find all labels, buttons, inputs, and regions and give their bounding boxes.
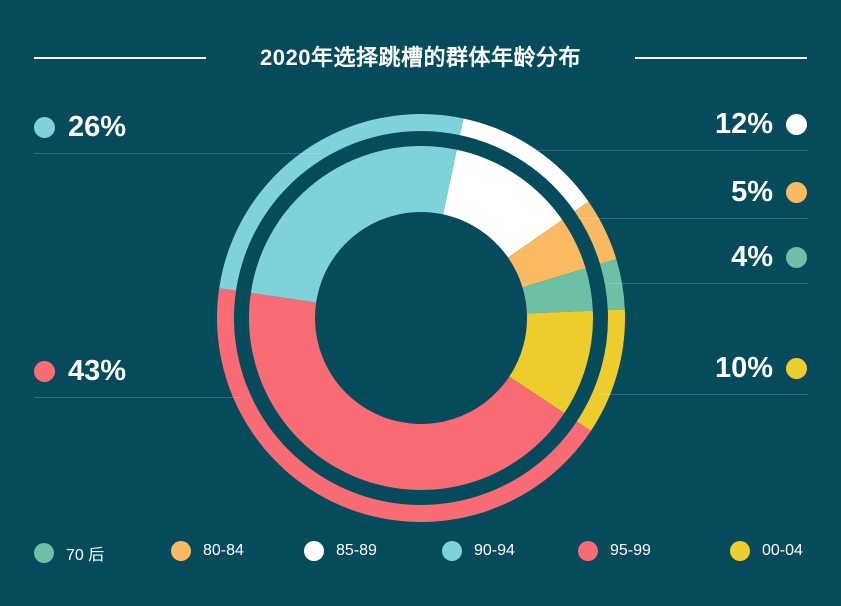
legend-item-70hou: 70 后 [34,541,104,565]
outer-ring-slice-85-89 [459,118,589,212]
callout-95-99: 43% [34,353,126,389]
legend-label-85-89: 85-89 [336,542,377,559]
legend-label-90-94: 90-94 [474,542,515,559]
legend: 70 后 80-84 85-89 90-94 95-99 00-04 [0,538,841,568]
outer-ring-slice-80-84 [574,201,617,264]
callout-value-00-04: 10% [714,352,773,384]
callout-dot-80-84 [786,181,807,203]
outer-ring-slice-70hou [600,259,625,311]
callout-dot-70hou [786,246,807,268]
legend-item-90-94: 90-94 [442,541,515,561]
callout-dot-00-04 [786,357,807,379]
callout-dot-90-94 [34,116,55,138]
legend-label-80-84: 80-84 [203,542,244,559]
inner-ring-slice-90-94 [250,146,457,303]
inner-ring-slice-95-99 [248,292,565,491]
legend-item-00-04: 00-04 [730,541,803,561]
callout-00-04: 10% [715,350,807,386]
legend-item-95-99: 95-99 [578,541,651,561]
legend-label-95-99: 95-99 [610,542,651,559]
inner-ring-slice-70hou [522,268,593,314]
guide-line-95-99 [34,397,242,398]
legend-dot-80-84 [171,541,191,561]
chart-title: 2020年选择跳槽的群体年龄分布 [260,45,581,70]
legend-dot-00-04 [730,541,750,561]
guide-line-00-04 [600,394,808,395]
guide-line-85-89 [518,150,808,151]
legend-dot-90-94 [442,541,462,561]
outer-ring-slice-00-04 [576,309,625,431]
guide-line-70hou [608,283,808,284]
callout-value-80-84: 5% [731,176,773,208]
legend-label-00-04: 00-04 [762,542,803,559]
callout-dot-85-89 [786,113,807,135]
guide-line-80-84 [578,218,808,219]
callout-value-85-89: 12% [714,108,773,140]
callout-value-90-94: 26% [68,111,127,143]
callout-85-89: 12% [715,106,807,142]
inner-ring-slice-85-89 [443,149,563,258]
callout-value-95-99: 43% [68,355,127,387]
legend-item-85-89: 85-89 [304,541,377,561]
title-rule-left [34,57,206,59]
legend-dot-70hou [34,543,54,563]
guide-line-90-94 [34,153,320,154]
callout-80-84: 5% [731,174,807,210]
inner-ring-slice-80-84 [508,219,586,288]
inner-ring-slice-00-04 [509,310,593,414]
callout-value-70hou: 4% [731,241,773,273]
callout-70hou: 4% [731,239,807,275]
legend-dot-85-89 [304,541,324,561]
legend-dot-95-99 [578,541,598,561]
callout-90-94: 26% [34,109,126,145]
legend-label-70hou: 70 后 [66,547,105,564]
callout-dot-95-99 [34,360,55,382]
legend-item-80-84: 80-84 [171,541,244,561]
outer-ring-slice-90-94 [219,114,464,291]
title-rule-right [635,57,807,59]
